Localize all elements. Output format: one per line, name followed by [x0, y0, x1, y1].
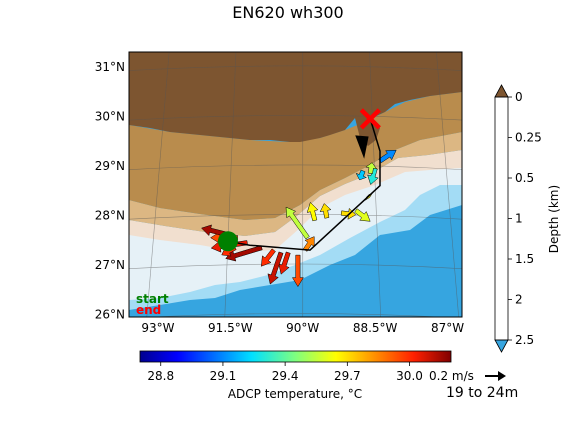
temperature-tick-label: 28.8	[147, 369, 174, 383]
temperature-tick-label: 29.4	[272, 369, 299, 383]
graticule	[129, 52, 462, 317]
depth-tick-label: 0.25	[515, 131, 542, 145]
longitude-tick-label: 87°W	[431, 321, 464, 335]
start-label: start	[136, 292, 169, 306]
latitude-tick-label: 31°N	[95, 60, 125, 74]
temperature-colorbar: 28.8 29.1 29.4 29.7 30.0 ADCP temperature, °…	[139, 350, 452, 401]
longitude-gridline	[224, 52, 237, 317]
temperature-tick-label: 30.0	[396, 369, 423, 383]
latitude-gridline	[129, 164, 462, 170]
depth-colorbar-top-extension	[494, 84, 509, 98]
velocity-vector	[291, 254, 304, 288]
depth-colorbar: 0 0.25 0.5 1 1.5 2 2.5 Depth (km)	[494, 84, 561, 353]
start-marker	[217, 231, 238, 252]
latitude-tick-label: 27°N	[95, 258, 125, 272]
latitude-gridline	[129, 65, 462, 71]
latitude-gridline	[129, 214, 462, 220]
longitude-gridline	[146, 52, 170, 317]
latitude-tick-label: 26°N	[95, 308, 125, 322]
velocity-vector	[306, 201, 319, 222]
velocity-vector	[267, 251, 284, 285]
track-direction-arrow	[355, 135, 369, 159]
temperature-colorbar-label: ADCP temperature, °C	[228, 387, 362, 401]
latitude-labels: 31°N 30°N 29°N 28°N 27°N 26°N	[95, 60, 125, 322]
depth-tick-label: 0.5	[515, 171, 534, 185]
figure-title: EN620 wh300	[232, 3, 343, 22]
velocity-vector	[365, 162, 378, 174]
depth-tick-label: 2.5	[515, 333, 534, 347]
longitude-labels: 93°W 91.5°W 90°W 88.5°W 87°W	[141, 321, 464, 335]
depth-colorbar-bottom-extension	[494, 339, 509, 353]
velocity-vector	[367, 167, 379, 186]
longitude-gridline	[436, 52, 459, 317]
velocity-vector	[278, 251, 291, 275]
velocity-vector	[302, 236, 315, 252]
latitude-tick-label: 28°N	[95, 208, 125, 222]
longitude-gridline	[369, 52, 382, 317]
temperature-gradient	[139, 350, 452, 363]
depth-0-5km-zone	[129, 132, 462, 236]
depth-tick-label: 1.5	[515, 252, 534, 266]
depth-tick-label: 2	[515, 293, 523, 307]
velocity-vector	[285, 206, 310, 240]
ship-track	[227, 118, 381, 251]
land	[129, 52, 462, 142]
depth-1km-zone	[129, 150, 462, 252]
temperature-tick-label: 29.7	[334, 369, 361, 383]
longitude-tick-label: 93°W	[141, 321, 174, 335]
latitude-tick-label: 30°N	[95, 109, 125, 123]
velocity-vector	[225, 245, 263, 262]
scale-arrow	[485, 371, 506, 381]
end-marker	[359, 108, 381, 130]
depth-range-label: 19 to 24m	[446, 385, 518, 401]
scale-label: 0.2 m/s	[429, 369, 474, 383]
velocity-vector	[354, 208, 371, 222]
depth-tick-label: 0	[515, 90, 523, 104]
map-frame	[128, 51, 463, 318]
latitude-gridline	[147, 313, 446, 317]
temperature-tick-label: 29.1	[210, 369, 237, 383]
longitude-tick-label: 90°W	[286, 321, 319, 335]
end-label: end	[136, 303, 161, 317]
depth-tick-label: 1	[515, 212, 523, 226]
depth-colorbar-label: Depth (km)	[547, 185, 561, 253]
velocity-vector	[319, 203, 332, 219]
velocity-vector	[355, 169, 368, 181]
latitude-tick-label: 29°N	[95, 159, 125, 173]
latitude-gridline	[129, 115, 462, 121]
longitude-tick-label: 88.5°W	[353, 321, 398, 335]
depth-0-25km-zone	[129, 92, 462, 220]
velocity-vector	[260, 248, 276, 267]
bathymetry-map	[129, 52, 462, 317]
longitude-tick-label: 91.5°W	[208, 321, 253, 335]
